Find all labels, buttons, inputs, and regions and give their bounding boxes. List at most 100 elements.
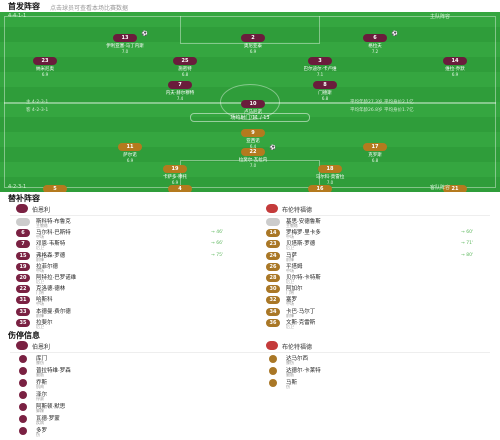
away-player[interactable]: 11 萨尔诺 6.9 xyxy=(85,143,175,165)
shirt-number: 17 xyxy=(363,143,387,151)
list-item[interactable]: 普拉特维·罗森 腿筋 xyxy=(16,366,256,377)
list-item[interactable]: 19 拉菲尔德 中场 xyxy=(16,262,256,273)
home-player[interactable]: 2 奥尼亚泰 6.9 xyxy=(208,34,298,56)
injury-cross-icon xyxy=(269,379,277,387)
home-player[interactable]: 8 门德斯 6.8 xyxy=(280,81,370,103)
list-item[interactable]: 乔斯 肌肉 xyxy=(16,378,256,389)
home-player[interactable]: 23 纳米尼奥 6.9 xyxy=(0,57,90,79)
injury-cross-icon xyxy=(19,379,27,387)
list-item[interactable]: 多罗伤 xyxy=(16,426,256,437)
row-position: 后卫 xyxy=(286,245,294,251)
player-name: 卡萨多·穆托 xyxy=(163,175,187,180)
row-name: 平塔姆 xyxy=(286,263,303,270)
away-crest-icon xyxy=(266,204,278,213)
row-position: 中场 xyxy=(36,267,44,273)
list-item[interactable]: 斯科特·布鲁克 主教练 xyxy=(16,217,256,228)
player-rating: 6.9 xyxy=(171,180,179,185)
list-item[interactable]: 35 拉斐尔 后卫 xyxy=(16,318,256,329)
away-player[interactable]: 9 亚西诺 6.4 xyxy=(208,129,298,151)
away-player[interactable]: 17 克罗斯 6.8 xyxy=(330,143,420,165)
away-player[interactable]: 4沃尔特6.6 xyxy=(135,185,225,192)
home-player[interactable]: 10 卢马尼诺 7.9 xyxy=(208,100,298,122)
home-player[interactable]: 25 施密特 6.8 xyxy=(140,57,230,79)
away-player[interactable]: 21亚历山大6.5 xyxy=(410,185,500,192)
row-name: 文斯·克雷斯 xyxy=(286,319,316,326)
list-item[interactable]: 7 邓恩·韦斯特 后卫 → 66' xyxy=(16,239,256,250)
away-player[interactable]: 22 拉斐尔·瓦拉内 7.0 ⚽ xyxy=(208,145,298,170)
shirt-badge: 35 xyxy=(16,318,30,327)
row-position: 腿筋 xyxy=(36,372,44,377)
list-item[interactable]: 31 哈斯科 中场 xyxy=(16,295,256,306)
row-position: 后卫 xyxy=(36,245,44,251)
player-rating: 6.9 xyxy=(126,158,134,163)
list-item[interactable]: 36 文斯·克雷斯 后卫 xyxy=(266,318,500,329)
list-item[interactable]: 24 马萨 前锋 → 80' xyxy=(266,251,500,262)
home-lineup-label: 主队阵容 xyxy=(430,14,451,20)
row-name: 克洛德·德林 xyxy=(36,286,66,293)
home-player[interactable]: 7 内夫·赫尔穆特 7.4 xyxy=(135,81,225,103)
list-item[interactable]: 26 平塔姆 中场 xyxy=(266,262,500,273)
list-item[interactable]: 瓦德·罗蒙 疾病 xyxy=(16,414,256,425)
away-player[interactable]: 5埃克·罗索6.7 xyxy=(10,185,100,192)
row-position: 停赛 xyxy=(36,396,44,401)
player-name: 维拉·乔默 xyxy=(445,67,465,72)
home-player[interactable]: 6 格拉夫 7.2 ⚽ xyxy=(330,31,420,56)
list-item[interactable]: 33 本德曼·费尔德 前锋 xyxy=(16,307,256,318)
player-name: 门德斯 xyxy=(318,91,332,96)
row-position: 后卫 xyxy=(286,323,294,329)
list-item[interactable]: 基思·安德鲁斯 主教练 xyxy=(266,217,500,228)
injury-cross-icon xyxy=(19,391,27,399)
list-item[interactable]: 马斯伤 xyxy=(266,378,500,389)
list-item[interactable]: 23 贝塔斯·罗德 后卫 → 71' xyxy=(266,239,500,250)
list-item[interactable]: 15 弗格森·罗德 前锋 → 75' xyxy=(16,251,256,262)
shirt-badge: 28 xyxy=(266,274,280,282)
away-player[interactable]: 18 马尔科·莫雷拉 7.0 xyxy=(285,165,375,187)
list-item[interactable]: 6 马尔科·巴斯特 中场 → 46' xyxy=(16,228,256,239)
shirt-number: 8 xyxy=(313,81,337,89)
list-item[interactable]: 34 卡巴·马尔丁 前锋 xyxy=(266,307,500,318)
row-name: 普拉特维·罗森 xyxy=(36,368,71,374)
goal-icon: ⚽ xyxy=(141,31,148,37)
list-item[interactable]: 28 贝尔特·卡特斯 后卫 xyxy=(266,273,500,284)
player-name: 拉斐尔·瓦拉内 xyxy=(238,158,268,163)
player-rating: 6.8 xyxy=(321,96,329,101)
list-item[interactable]: 泽尔 停赛 xyxy=(16,390,256,401)
home-player[interactable]: 3 巴尔迪尔·卡卢维 7.1 xyxy=(275,57,365,79)
list-item[interactable]: 22 克洛德·德林 门将 xyxy=(16,284,256,295)
away-player[interactable]: 16达内尔·布朗6.8 xyxy=(275,185,365,192)
shirt-badge: 34 xyxy=(266,307,280,316)
list-item[interactable]: 达德尔·卡莱特 腿筋 xyxy=(266,366,500,377)
shirt-number: 10 xyxy=(241,100,265,108)
row-position: 腿筋 xyxy=(286,372,294,377)
injury-cross-icon xyxy=(19,427,27,435)
list-item[interactable]: 14 罗梅罗·里卡多 中场 → 60' xyxy=(266,228,500,239)
list-item[interactable]: 20 阿特拉·巴罗诺维 后卫 xyxy=(16,273,256,284)
inj-away-header: 布伦特福德 xyxy=(282,344,313,351)
sub-in-time: → 71' xyxy=(461,241,474,247)
list-item[interactable]: 30 阿加尔 门将 xyxy=(266,284,500,295)
shirt-badge: 26 xyxy=(266,262,280,271)
away-player[interactable]: 19 卡萨多·穆托 6.9 xyxy=(130,165,220,187)
shirt-number: 25 xyxy=(173,57,197,65)
list-item[interactable]: 达马尔西 膝伤 xyxy=(266,354,500,365)
list-item[interactable]: 阿斯顿·默思 脚踝 xyxy=(16,402,256,413)
row-position: 门将 xyxy=(36,290,44,296)
list-item[interactable]: 32 塞罗 中场 xyxy=(266,295,500,306)
home-player[interactable]: 13 伊利亚塞·马丁内斯 7.0 ⚽ xyxy=(80,31,170,56)
list-item[interactable]: 库门 膝伤 xyxy=(16,354,256,365)
shirt-number: 13 xyxy=(113,34,137,42)
shirt-badge: 24 xyxy=(266,251,280,260)
home-player[interactable]: 14 维拉·乔默 6.9 xyxy=(410,57,500,79)
row-position: 中场 xyxy=(286,267,294,273)
injury-cross-icon xyxy=(19,355,27,363)
row-name: 达德尔·卡莱特 xyxy=(286,368,321,374)
shirt-number: 18 xyxy=(318,165,342,173)
row-position: 中场 xyxy=(286,301,294,307)
player-name: 克罗斯 xyxy=(368,153,382,158)
shirt-number: 7 xyxy=(168,81,192,89)
inj-home-header: 伯恩利 xyxy=(32,344,51,351)
shirt-badge: 33 xyxy=(16,307,30,316)
row-position: 中场 xyxy=(36,301,44,307)
shirt-badge: 30 xyxy=(266,285,280,294)
sub-in-time: → 60' xyxy=(461,230,474,236)
